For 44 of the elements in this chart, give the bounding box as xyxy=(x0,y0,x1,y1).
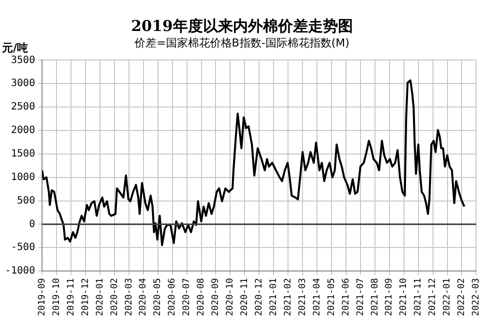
x-tick-label: 2021-04 xyxy=(312,278,322,316)
x-tick-label: 2019-09 xyxy=(37,278,48,316)
x-tick-label: 2021-12 xyxy=(428,278,438,316)
x-tick-label: 2020-08 xyxy=(196,278,207,316)
chart-subtitle: 价差=国家棉花价格B指数-国际棉花指数(M) xyxy=(134,36,350,50)
x-tick-label: 2020-09 xyxy=(211,278,222,316)
y-tick-label: 500 xyxy=(17,195,36,206)
x-tick-label: 2019-10 xyxy=(52,278,62,316)
x-tick-label: 2021-11 xyxy=(414,278,424,316)
y-tick-label: 3000 xyxy=(11,78,36,90)
x-tick-label: 2021-03 xyxy=(298,278,308,316)
x-tick-label: 2021-02 xyxy=(283,278,294,316)
y-tick-label: 1000 xyxy=(11,172,36,183)
y-tick-label: 2000 xyxy=(11,125,36,136)
x-tick-label: 2020-06 xyxy=(168,278,178,316)
x-tick-label: 2019-12 xyxy=(80,278,91,316)
y-tick-label: 1500 xyxy=(11,148,36,160)
x-tick-label: 2020-05 xyxy=(153,278,164,316)
y-tick-label: -500 xyxy=(11,242,36,254)
x-tick-label: 2022-03 xyxy=(472,278,482,316)
x-tick-label: 2020-10 xyxy=(226,278,236,316)
x-tick-label: 2019-11 xyxy=(66,278,76,316)
x-tick-label: 2021-08 xyxy=(370,278,380,316)
x-tick-label: 2021-06 xyxy=(341,278,352,316)
x-tick-label: 2020-02 xyxy=(110,278,120,316)
x-tick-label: 2020-12 xyxy=(254,278,264,316)
x-tick-label: 2021-07 xyxy=(356,278,366,316)
x-tick-label: 2020-01 xyxy=(95,278,106,316)
x-tick-label: 2020-03 xyxy=(124,278,134,316)
y-tick-label: 0 xyxy=(29,218,36,230)
x-tick-label: 2020-04 xyxy=(138,278,149,316)
x-tick-label: 2022-01 xyxy=(442,278,453,316)
y-tick-label: 2500 xyxy=(11,102,36,113)
x-tick-label: 2020-07 xyxy=(182,278,192,316)
x-tick-label: 2021-05 xyxy=(326,278,337,316)
x-tick-label: 2020-11 xyxy=(240,278,250,316)
x-tick-label: 2021-10 xyxy=(399,278,410,316)
chart-title: 2019年度以来内外棉价差走势图 xyxy=(131,16,353,35)
x-tick-label: 2022-02 xyxy=(457,278,468,316)
y-axis-title: 元/吨 xyxy=(1,42,28,55)
y-tick-label: 3500 xyxy=(11,54,36,66)
y-tick-label: -1000 xyxy=(4,266,36,277)
x-tick-label: 2021-01 xyxy=(268,278,279,316)
x-tick-label: 2021-09 xyxy=(384,278,395,316)
